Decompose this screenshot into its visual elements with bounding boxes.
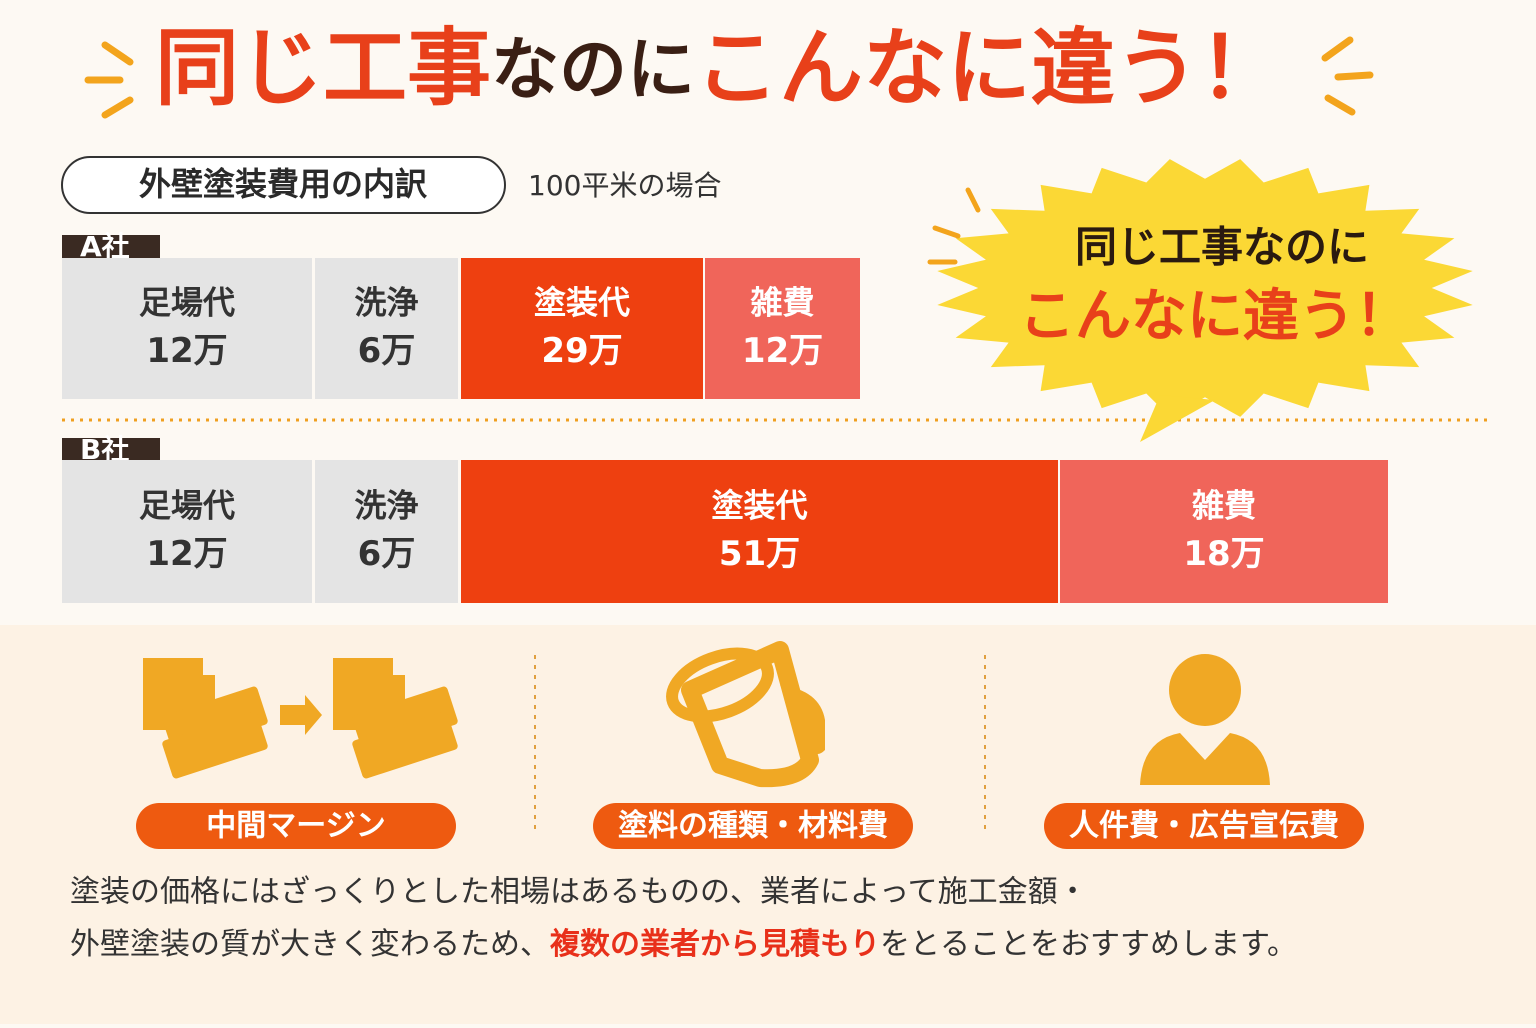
- cost-label: 雑費: [1191, 487, 1256, 525]
- factor-label: 中間マージン: [206, 809, 385, 844]
- factor-pill: [136, 803, 456, 849]
- cost-amount: 29万: [541, 331, 622, 371]
- note-line: 塗装の価格にはざっくりとした相場はあるものの、業者によって施工金額・: [70, 875, 1088, 910]
- cost-segment: [315, 460, 458, 603]
- speech-burst: [937, 159, 1473, 417]
- cost-label: 足場代: [139, 284, 235, 322]
- section-label: 外壁塗装費用の内訳: [139, 165, 428, 203]
- title-part: なのに: [491, 31, 695, 110]
- bubble-line: 同じ工事なのに: [1075, 223, 1369, 272]
- cost-label: 塗装代: [534, 284, 630, 322]
- burst-tail: [1140, 395, 1215, 442]
- cost-label: 塗装代: [711, 487, 807, 525]
- cost-segment: [62, 258, 312, 399]
- sparkles: [84, 36, 1374, 119]
- note-line: 外壁塗装の質が大きく変わるため、複数の業者から見積もりをとることをおすすめします…: [70, 927, 1297, 962]
- cost-segment: [461, 258, 703, 399]
- cost-label: 雑費: [749, 284, 814, 322]
- cost-amount: 6万: [358, 534, 416, 574]
- cost-segment: [1060, 460, 1388, 603]
- bubble-line: こんなに違う！: [1019, 284, 1411, 349]
- cost-segment: [62, 460, 312, 603]
- cost-label: 洗浄: [354, 487, 418, 525]
- cost-segment: [705, 258, 860, 399]
- condition: 100平米の場合: [528, 169, 721, 202]
- cost-label: 足場代: [139, 487, 235, 525]
- company-tab: [62, 438, 160, 462]
- cost-amount: 18万: [1183, 534, 1264, 574]
- factor-pill: [1044, 803, 1364, 849]
- cost-segment: [461, 460, 1058, 603]
- factor-pill: [593, 803, 913, 849]
- cost-amount: 51万: [719, 534, 800, 574]
- cost-amount: 12万: [146, 331, 227, 371]
- company-name: A社: [80, 230, 130, 263]
- note-text: 外壁塗装の質が大きく変わるため、: [70, 927, 550, 962]
- factor-label: 塗料の種類・材料費: [618, 809, 888, 844]
- title-part: こんなに違う！: [695, 19, 1283, 117]
- cost-label: 洗浄: [354, 284, 418, 322]
- title: 同じ工事なのにこんなに違う！: [155, 19, 1283, 117]
- factor-label: 人件費・広告宣伝費: [1069, 809, 1339, 844]
- cost-segment: [315, 258, 458, 399]
- section-pill: [61, 156, 506, 214]
- paint-icon: [666, 641, 825, 788]
- note-highlight: 複数の業者から見積もり: [550, 927, 880, 962]
- margin-icon: [143, 658, 458, 779]
- note-text: をとることをおすすめします。: [880, 927, 1297, 962]
- person-icon: [1140, 654, 1270, 785]
- company-tab: [62, 235, 160, 260]
- title-part: 同じ工事: [155, 19, 491, 117]
- cost-amount: 12万: [146, 534, 227, 574]
- cost-amount: 6万: [358, 331, 416, 371]
- burst-sparkles: [927, 187, 981, 265]
- cost-amount: 12万: [742, 331, 823, 371]
